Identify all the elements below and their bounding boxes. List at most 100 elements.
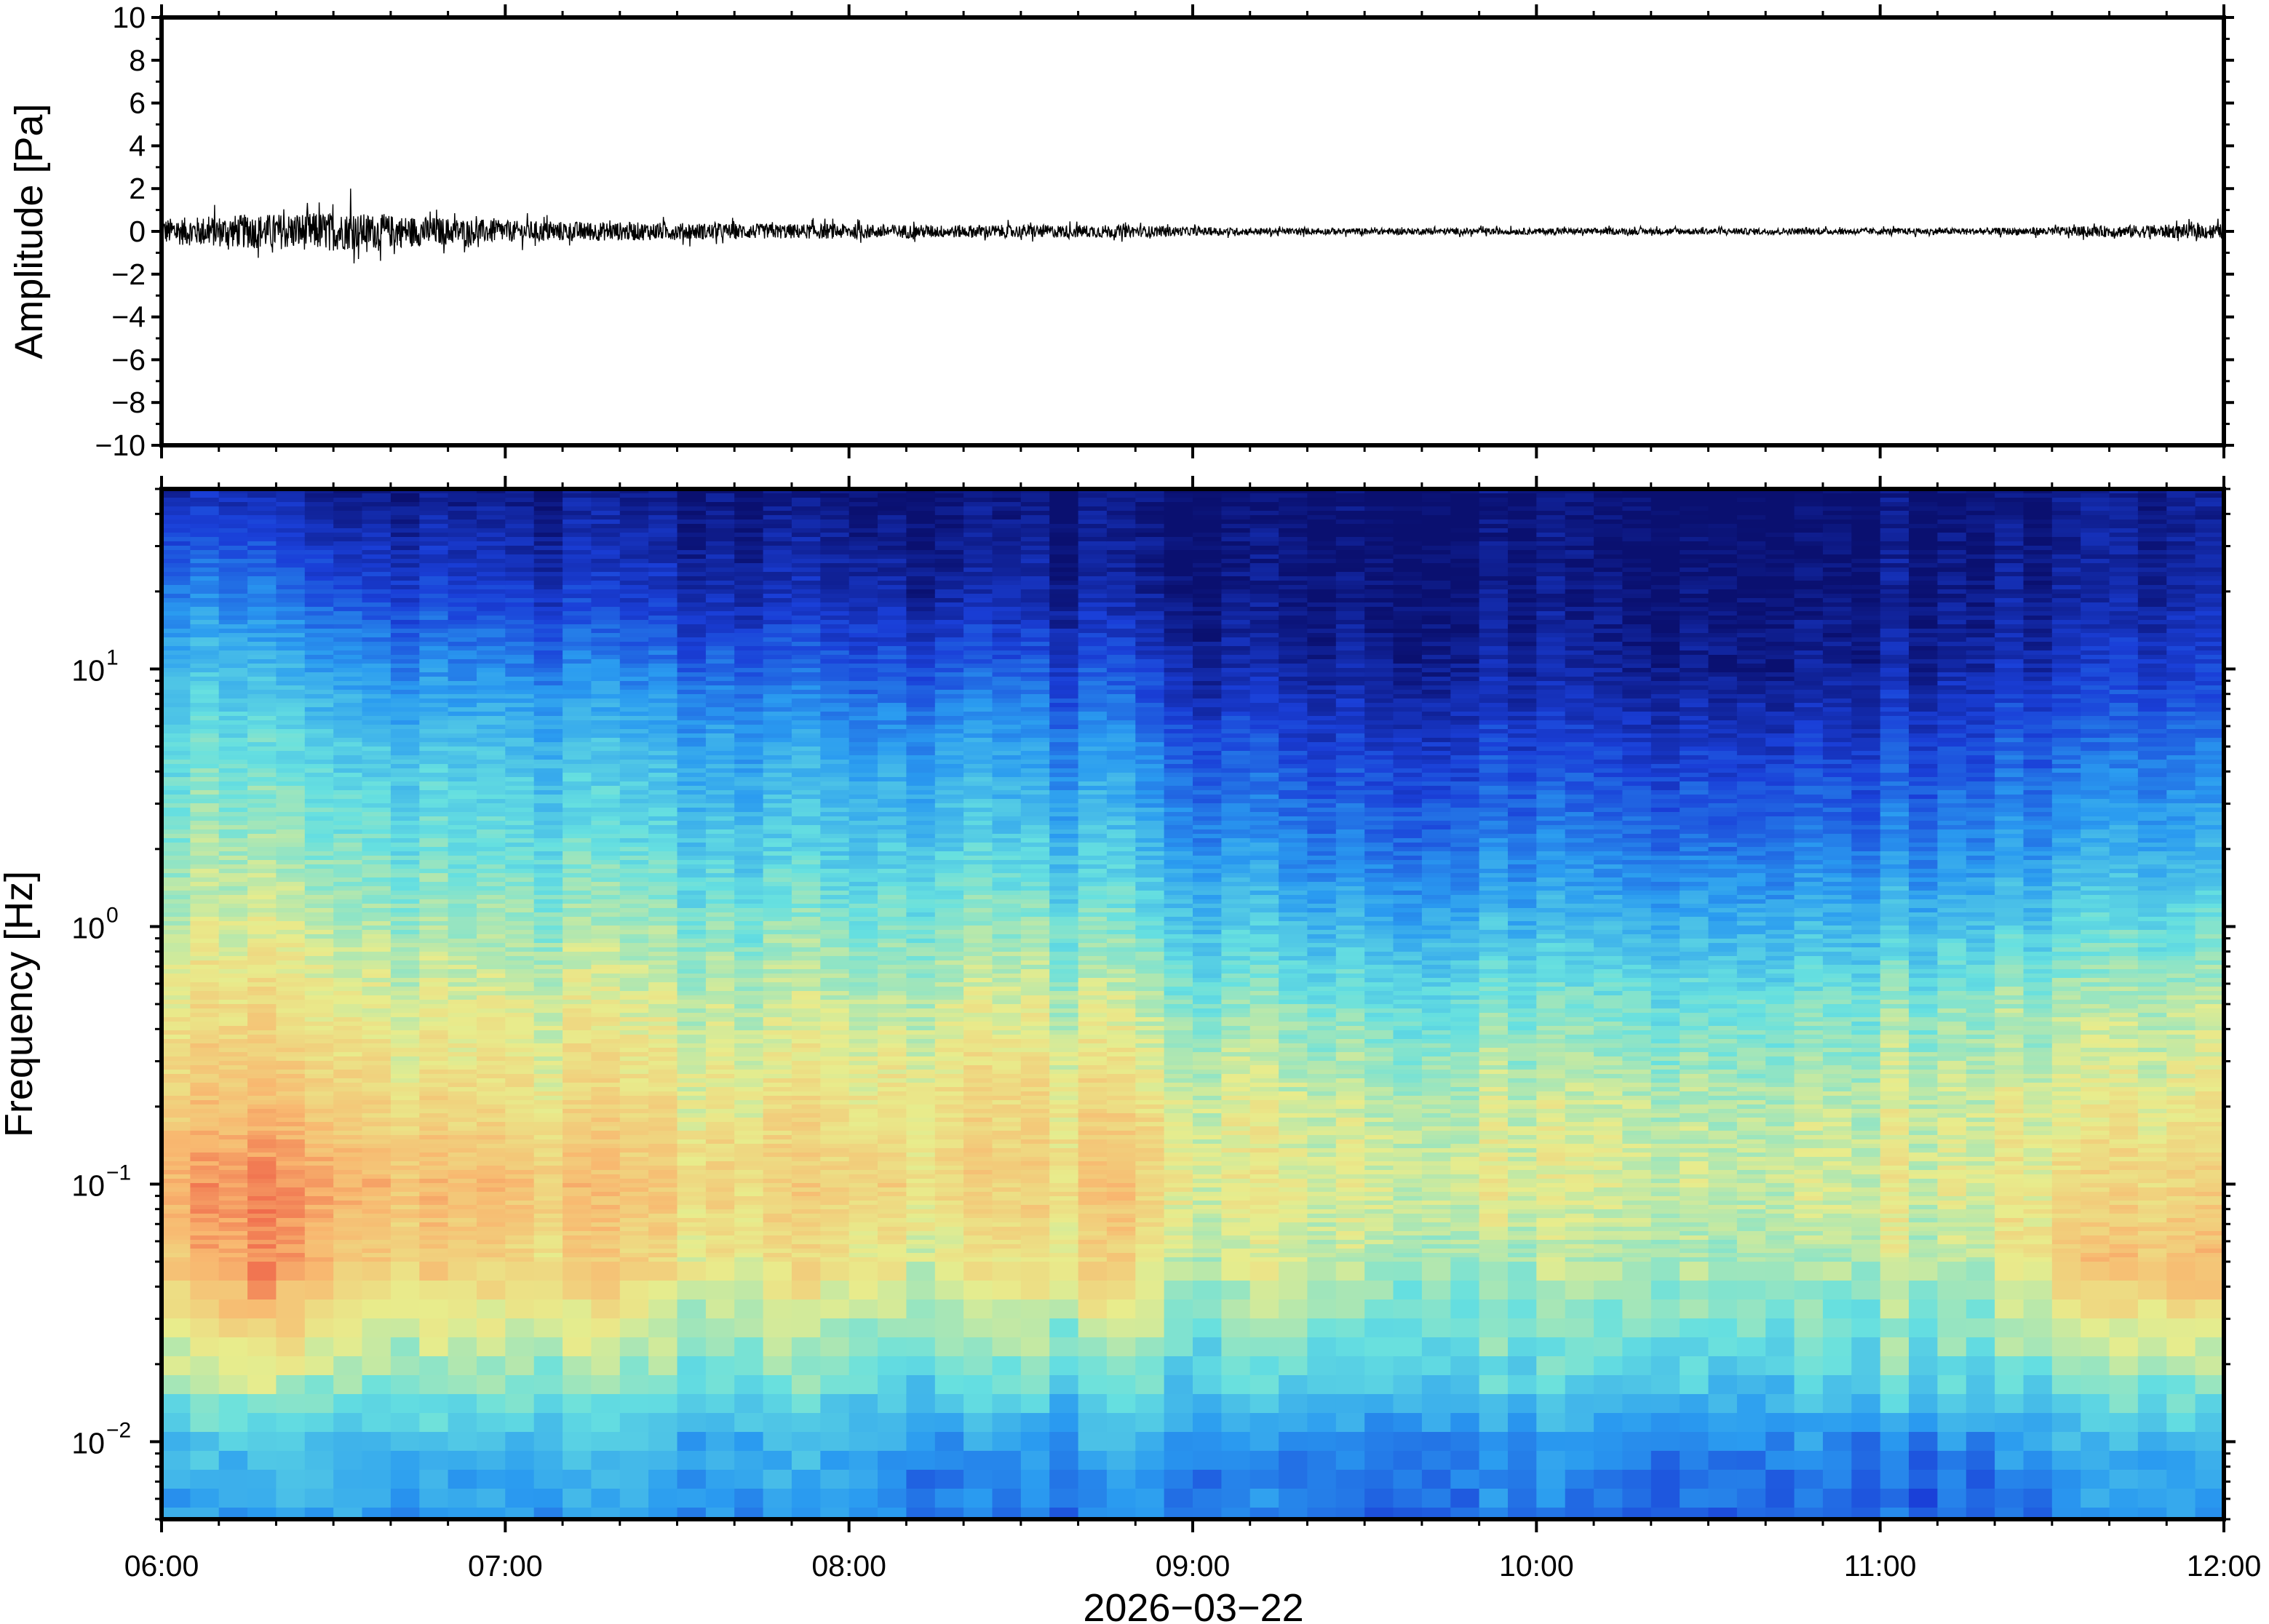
spectrogram-cell xyxy=(533,760,563,765)
spectrogram-cell xyxy=(362,860,392,865)
spectrogram-cell xyxy=(619,895,649,900)
spectrogram-cell xyxy=(677,781,707,787)
spectrogram-cell xyxy=(190,1249,220,1254)
spectrogram-cell xyxy=(533,1087,563,1092)
spectrogram-cell xyxy=(763,768,792,773)
spectrogram-cell xyxy=(276,751,306,756)
spectrogram-cell xyxy=(419,1000,449,1005)
spectrogram-cell xyxy=(763,886,792,891)
spectrogram-cell xyxy=(563,616,592,621)
spectrogram-cell xyxy=(419,821,449,826)
spectrogram-cell xyxy=(820,602,850,608)
spectrogram-cell xyxy=(190,1113,220,1118)
spectrogram-cell xyxy=(162,1004,191,1009)
spectrogram-cell xyxy=(648,869,678,874)
spectrogram-cell xyxy=(304,576,334,581)
spectrogram-cell xyxy=(162,873,191,878)
spectrogram-cell xyxy=(591,908,621,913)
spectrogram-cell xyxy=(218,1187,248,1193)
spectrogram-cell xyxy=(362,1035,392,1040)
spectrogram-cell xyxy=(448,755,477,760)
spectrogram-cell xyxy=(648,829,678,835)
spectrogram-cell xyxy=(190,659,220,664)
spectrogram-cell xyxy=(190,790,220,795)
spectrogram-cell xyxy=(591,1218,621,1223)
spectrogram-cell xyxy=(362,650,392,656)
spectrogram-cell xyxy=(648,1013,678,1018)
spectrogram-cell xyxy=(505,904,535,909)
spectrogram-cell xyxy=(362,873,392,878)
spectrogram-cell xyxy=(477,917,506,922)
spectrogram-cell xyxy=(162,511,191,516)
spectrogram-cell xyxy=(505,960,535,966)
spectrogram-cell xyxy=(276,655,306,660)
spectrogram-cell xyxy=(677,546,707,551)
spectrogram-cell xyxy=(820,1139,850,1145)
spectrogram-cell xyxy=(820,930,850,935)
spectrogram-cell xyxy=(849,930,878,935)
spectrogram-cell xyxy=(648,860,678,865)
spectrogram-cell xyxy=(190,581,220,586)
spectrogram-cell xyxy=(390,825,421,830)
spectrogram-cell xyxy=(705,515,736,520)
spectrogram-cell xyxy=(619,829,649,835)
spectrogram-cell xyxy=(419,611,449,616)
spectrogram-cell xyxy=(849,707,878,712)
spectrogram-cell xyxy=(619,616,649,621)
spectrogram-cell xyxy=(162,1008,191,1014)
spectrogram-cell xyxy=(563,764,592,769)
spectrogram-cell xyxy=(190,812,220,817)
spectrogram-cell xyxy=(190,926,220,931)
spectrogram-cell xyxy=(878,720,907,725)
spectrogram-cell xyxy=(619,1214,649,1219)
spectrogram-cell xyxy=(563,1281,592,1300)
spectrogram-cell xyxy=(333,1061,363,1066)
spectrogram-cell xyxy=(505,550,535,555)
spectrogram-cell xyxy=(162,620,191,625)
spectrogram-cell xyxy=(591,646,621,651)
spectrogram-cell xyxy=(477,624,506,629)
spectrogram-cell xyxy=(734,1122,764,1127)
spectrogram-cell xyxy=(362,1074,392,1079)
spectrogram-cell xyxy=(563,568,592,573)
spectrogram-cell xyxy=(563,1244,592,1249)
spectrogram-cell xyxy=(705,1052,736,1057)
spectrogram-cell xyxy=(677,576,707,581)
spectrogram-cell xyxy=(648,939,678,944)
spectrogram-cell xyxy=(362,877,392,883)
spectrogram-cell xyxy=(648,838,678,843)
spectrogram-cell xyxy=(390,616,421,621)
spectrogram-cell xyxy=(477,489,506,494)
spectrogram-cell xyxy=(448,1214,477,1219)
spectrogram-cell xyxy=(677,524,707,529)
spectrogram-cell xyxy=(791,602,822,608)
spectrogram-cell xyxy=(448,1318,477,1338)
spectrogram-cell xyxy=(820,703,850,708)
spectrogram-cell xyxy=(276,602,306,608)
spectrogram-cell xyxy=(218,729,248,734)
spectrogram-cell xyxy=(190,668,220,673)
spectrogram-cell xyxy=(247,1078,277,1083)
spectrogram-cell xyxy=(677,864,707,869)
spectrogram-cell xyxy=(276,1091,306,1096)
spectrogram-cell xyxy=(591,733,621,739)
spectrogram-cell xyxy=(218,934,248,939)
spectrogram-cell xyxy=(878,742,907,747)
spectrogram-cell xyxy=(705,1083,736,1088)
spectrogram-cell xyxy=(791,642,822,647)
spectrogram-cell xyxy=(563,751,592,756)
spectrogram-cell xyxy=(276,856,306,861)
spectrogram-cell xyxy=(533,650,563,656)
spectrogram-cell xyxy=(763,677,792,682)
spectrogram-cell xyxy=(247,856,277,861)
spectrogram-cell xyxy=(276,537,306,542)
spectrogram-cell xyxy=(419,747,449,752)
spectrogram-cell xyxy=(448,965,477,970)
spectrogram-cell xyxy=(705,974,736,979)
spectrogram-cell xyxy=(448,528,477,533)
spectrogram-cell xyxy=(247,816,277,821)
spectrogram-cell xyxy=(362,1218,392,1223)
spectrogram-cell xyxy=(648,895,678,900)
spectrogram-cell xyxy=(791,598,822,603)
spectrogram-cell xyxy=(677,1104,707,1110)
